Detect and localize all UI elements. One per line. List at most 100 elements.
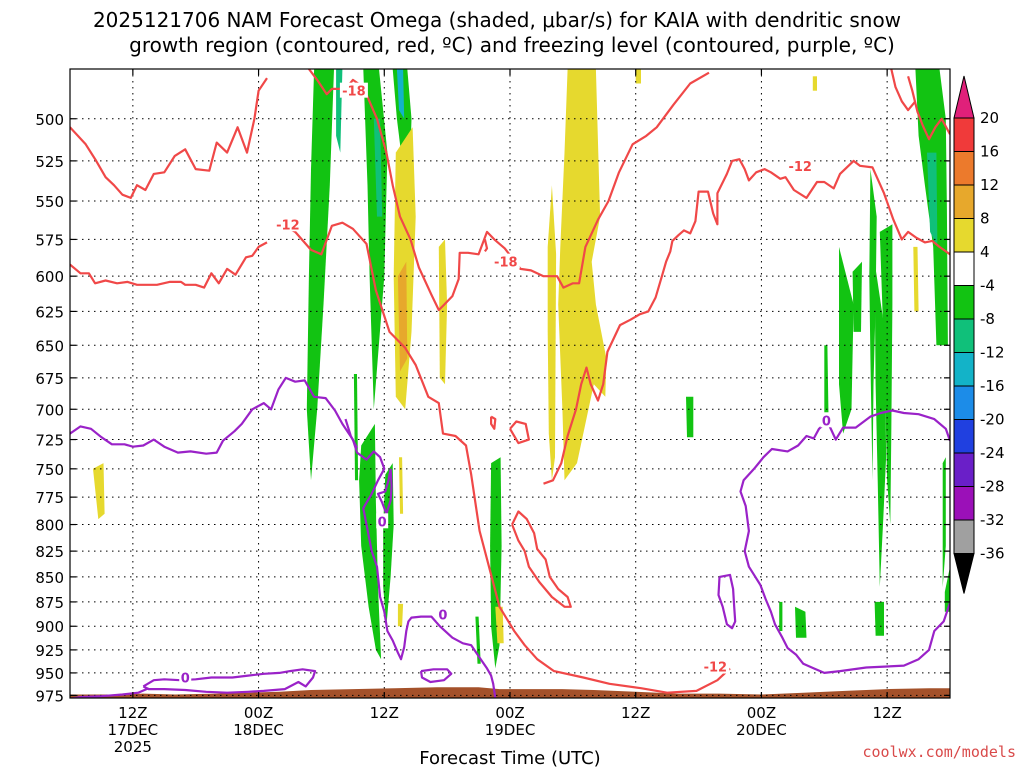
dgz-contour <box>483 239 489 253</box>
y-tick-label: 775 <box>35 489 64 507</box>
contour-label: 0 <box>822 414 831 429</box>
y-tick-label: 550 <box>35 193 64 211</box>
contour-label-bg <box>820 412 833 428</box>
contours <box>70 69 950 698</box>
contour-label: -18 <box>494 256 518 271</box>
contour-label-bg <box>273 216 302 232</box>
y-tick-label: 950 <box>35 665 64 683</box>
contour-label-bg <box>701 658 730 674</box>
colorbar-segment <box>953 419 975 454</box>
dgz-contour <box>890 69 917 112</box>
colorbar-top-arrow <box>953 75 975 119</box>
omega-region <box>779 601 783 631</box>
freezing-level-contour <box>344 418 358 449</box>
contour-labels: -18 -12 -18 -12 -12 0 0 0 0 <box>179 82 833 686</box>
y-tick-label: 975 <box>35 687 64 705</box>
y-tick-label: 825 <box>35 543 64 561</box>
x-tick-label: 00Z <box>747 704 776 722</box>
omega-region <box>874 601 884 636</box>
x-tick-label: 12Z <box>118 704 147 722</box>
freezing-level-contour <box>739 409 950 675</box>
omega-region <box>839 246 854 434</box>
omega-region <box>635 69 641 84</box>
contour-label-bg <box>786 157 815 173</box>
omega-region <box>373 118 383 217</box>
omega-region <box>399 457 404 514</box>
omega-region <box>396 69 405 119</box>
contour-label-bg <box>179 669 192 685</box>
colorbar-label: -24 <box>980 444 1005 462</box>
omega-region <box>812 76 817 91</box>
dgz-contour <box>70 77 268 199</box>
freezing-level-contour <box>142 668 317 694</box>
x-tick-label: 17DEC <box>108 721 159 739</box>
colorbar-segment <box>953 117 975 152</box>
omega-region <box>879 224 893 525</box>
omega-region <box>93 463 105 520</box>
plot-background <box>70 69 950 698</box>
y-tick-label: 525 <box>35 153 64 171</box>
x-tick-label: 2025 <box>114 738 152 756</box>
contour-label-bg <box>376 513 389 529</box>
contour-label: -12 <box>788 160 812 175</box>
colorbar-segment <box>953 452 975 487</box>
chart-title-line2: growth region (contoured, red, ºC) and f… <box>129 33 895 57</box>
colorbar-label: 12 <box>980 176 999 194</box>
omega-region <box>558 69 607 481</box>
omega-region <box>547 185 557 481</box>
colorbar-label: -32 <box>980 511 1005 529</box>
omega-region <box>475 616 481 664</box>
y-axis: 500 525 550 575 600 625 650 675 700 725 750 775 800 8… <box>35 111 950 705</box>
colorbar-segment <box>953 218 975 253</box>
y-tick-label: 575 <box>35 231 64 249</box>
colorbar: 20 16 12 8 4 -4 -8 -12 -16 -20 -24 -28 -32 -36 <box>953 75 1005 594</box>
freezing-level-contour <box>717 573 737 630</box>
y-tick-label: 600 <box>35 268 64 286</box>
contour-label-bg <box>491 253 520 269</box>
colorbar-label: -4 <box>980 277 995 295</box>
omega-region <box>306 69 334 481</box>
dgz-contour <box>509 420 531 445</box>
colorbar-segment <box>953 486 975 521</box>
omega-region <box>869 169 877 481</box>
x-tick-label: 18DEC <box>233 721 284 739</box>
omega-region <box>913 246 919 312</box>
credit-text: coolwx.com/models <box>862 743 1016 761</box>
y-tick-label: 900 <box>35 618 64 636</box>
colorbar-label: 4 <box>980 243 990 261</box>
omega-region <box>944 566 950 612</box>
omega-region <box>852 261 862 332</box>
y-tick-label: 500 <box>35 111 64 129</box>
colorbar-segment <box>953 251 975 286</box>
contour-label: -18 <box>342 85 366 100</box>
colorbar-label: -28 <box>980 478 1005 496</box>
omega-region <box>874 261 887 587</box>
colorbar-label: 20 <box>980 109 999 127</box>
colorbar-segment <box>953 285 975 320</box>
colorbar-segment <box>953 318 975 353</box>
dgz-contour <box>511 510 572 608</box>
y-tick-label: 925 <box>35 642 64 660</box>
x-tick-label: 20DEC <box>736 721 787 739</box>
y-tick-label: 850 <box>35 569 64 587</box>
colorbar-segment <box>953 385 975 420</box>
contour-label-bg <box>339 82 368 98</box>
omega-region <box>495 606 504 644</box>
colorbar-label: -16 <box>980 377 1005 395</box>
omega-region <box>397 603 404 627</box>
freezing-level-contour <box>419 668 453 684</box>
colorbar-segment <box>953 352 975 387</box>
contour-label: 0 <box>378 515 387 530</box>
y-tick-label: 675 <box>35 370 64 388</box>
contour-label: -12 <box>704 661 728 676</box>
contour-label: 0 <box>181 671 190 686</box>
omega-region <box>824 345 829 416</box>
contour-label: -12 <box>276 218 300 233</box>
x-tick-label: 12Z <box>370 704 399 722</box>
colorbar-label: 8 <box>980 210 990 228</box>
dgz-contour <box>907 75 950 141</box>
omega-region <box>686 396 694 438</box>
dgz-contour <box>308 69 710 312</box>
omega-region <box>363 69 388 410</box>
